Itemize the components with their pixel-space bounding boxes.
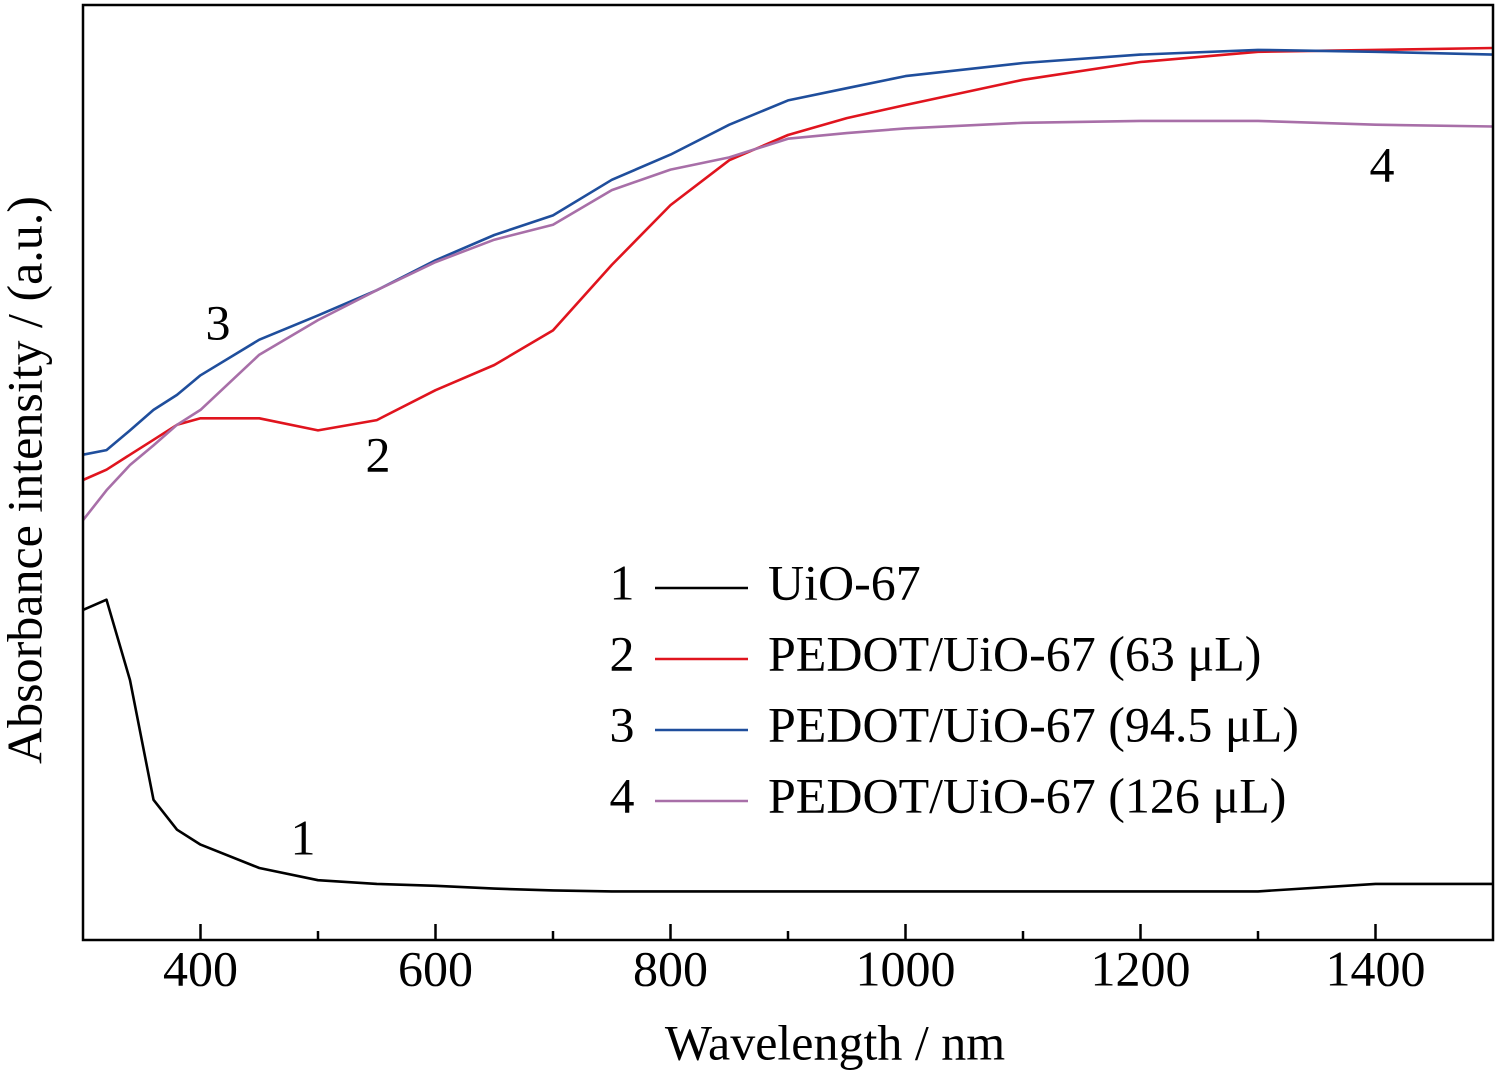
x-tick-label: 1200 [1091, 940, 1191, 996]
x-tick-label: 400 [163, 940, 238, 996]
legend-number: 2 [610, 625, 635, 681]
x-tick-label: 1400 [1326, 940, 1426, 996]
x-tick-label: 600 [398, 940, 473, 996]
legend-label: UiO-67 [768, 554, 921, 610]
legend-number: 3 [610, 696, 635, 752]
data-line [82, 48, 1494, 456]
legend-label: PEDOT/UiO-67 (63 μL) [768, 625, 1261, 681]
curve-annotation: 4 [1370, 136, 1395, 192]
legend-number: 4 [610, 767, 635, 823]
curve-annotation: 1 [291, 809, 316, 865]
curve-annotation: 3 [206, 294, 231, 350]
data-line [82, 598, 1493, 893]
curve-annotation: 2 [366, 426, 391, 482]
data-line [81, 119, 1494, 522]
legend-number: 1 [610, 554, 635, 610]
x-tick-label: 800 [633, 940, 708, 996]
data-line [82, 46, 1494, 482]
x-tick-label: 1000 [856, 940, 956, 996]
legend-label: PEDOT/UiO-67 (94.5 μL) [768, 696, 1299, 752]
x-axis-label: Wavelength / nm [665, 1014, 1005, 1070]
legend-label: PEDOT/UiO-67 (126 μL) [768, 767, 1286, 823]
y-axis-label: Absorbance intensity / (a.u.) [0, 196, 52, 764]
